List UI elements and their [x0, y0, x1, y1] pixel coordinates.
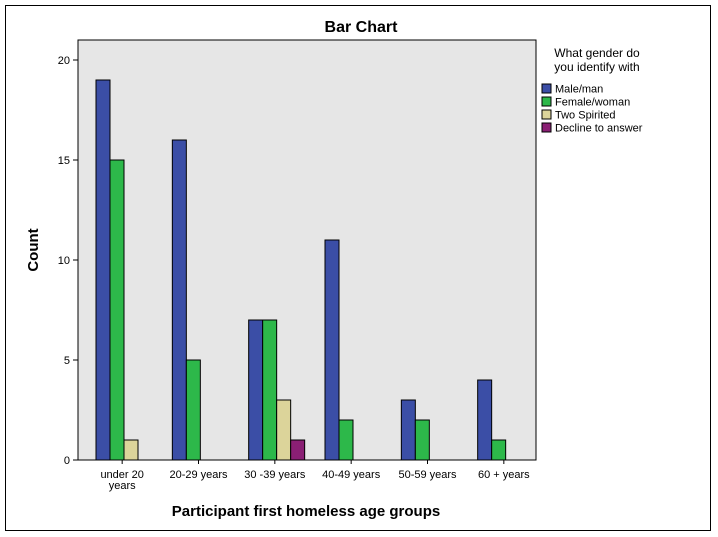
x-tick-label: 20-29 years: [169, 469, 228, 481]
y-axis-title: Count: [25, 228, 42, 271]
y-tick-label: 5: [64, 355, 70, 367]
bar: [338, 419, 354, 461]
bar: [185, 359, 201, 461]
bar: [491, 439, 507, 461]
bar: [414, 419, 430, 461]
x-tick-label: under 20: [100, 469, 143, 481]
bar: [276, 399, 292, 461]
x-tick-label: 50-59 years: [398, 469, 457, 481]
bar: [109, 159, 125, 461]
bar: [248, 319, 264, 461]
plot-area: [77, 39, 537, 461]
bar: [290, 439, 306, 461]
x-tick-label: 40-49 years: [322, 469, 381, 481]
legend-title: you identify with: [554, 60, 639, 74]
legend-label: Male/man: [555, 84, 603, 96]
y-tick-label: 15: [58, 155, 70, 167]
y-tick-label: 20: [58, 55, 70, 67]
x-tick-label: years: [109, 480, 136, 492]
bar: [171, 139, 187, 461]
legend-swatch: [541, 96, 552, 107]
bar: [477, 379, 493, 461]
bars: [95, 79, 507, 461]
bar: [324, 239, 340, 461]
legend-label: Female/woman: [555, 97, 630, 109]
legend-swatch: [541, 122, 552, 133]
legend-label: Two Spirited: [555, 110, 616, 122]
x-tick-label: 60 + years: [478, 469, 530, 481]
bar: [400, 399, 416, 461]
y-tick-label: 0: [64, 455, 70, 467]
x-axis-title: Participant first homeless age groups: [172, 503, 440, 520]
x-tick-label: 30 -39 years: [244, 469, 306, 481]
y-axis: 0 5 10 15 20: [58, 55, 78, 467]
legend-label: Decline to answer: [555, 123, 643, 135]
legend-swatch: [541, 109, 552, 120]
y-tick-label: 10: [58, 255, 70, 267]
legend-swatch: [541, 83, 552, 94]
bar: [95, 79, 111, 461]
legend-title: What gender do: [554, 46, 640, 60]
chart-title: Bar Chart: [325, 19, 399, 36]
bar: [123, 439, 139, 461]
bar: [262, 319, 278, 461]
